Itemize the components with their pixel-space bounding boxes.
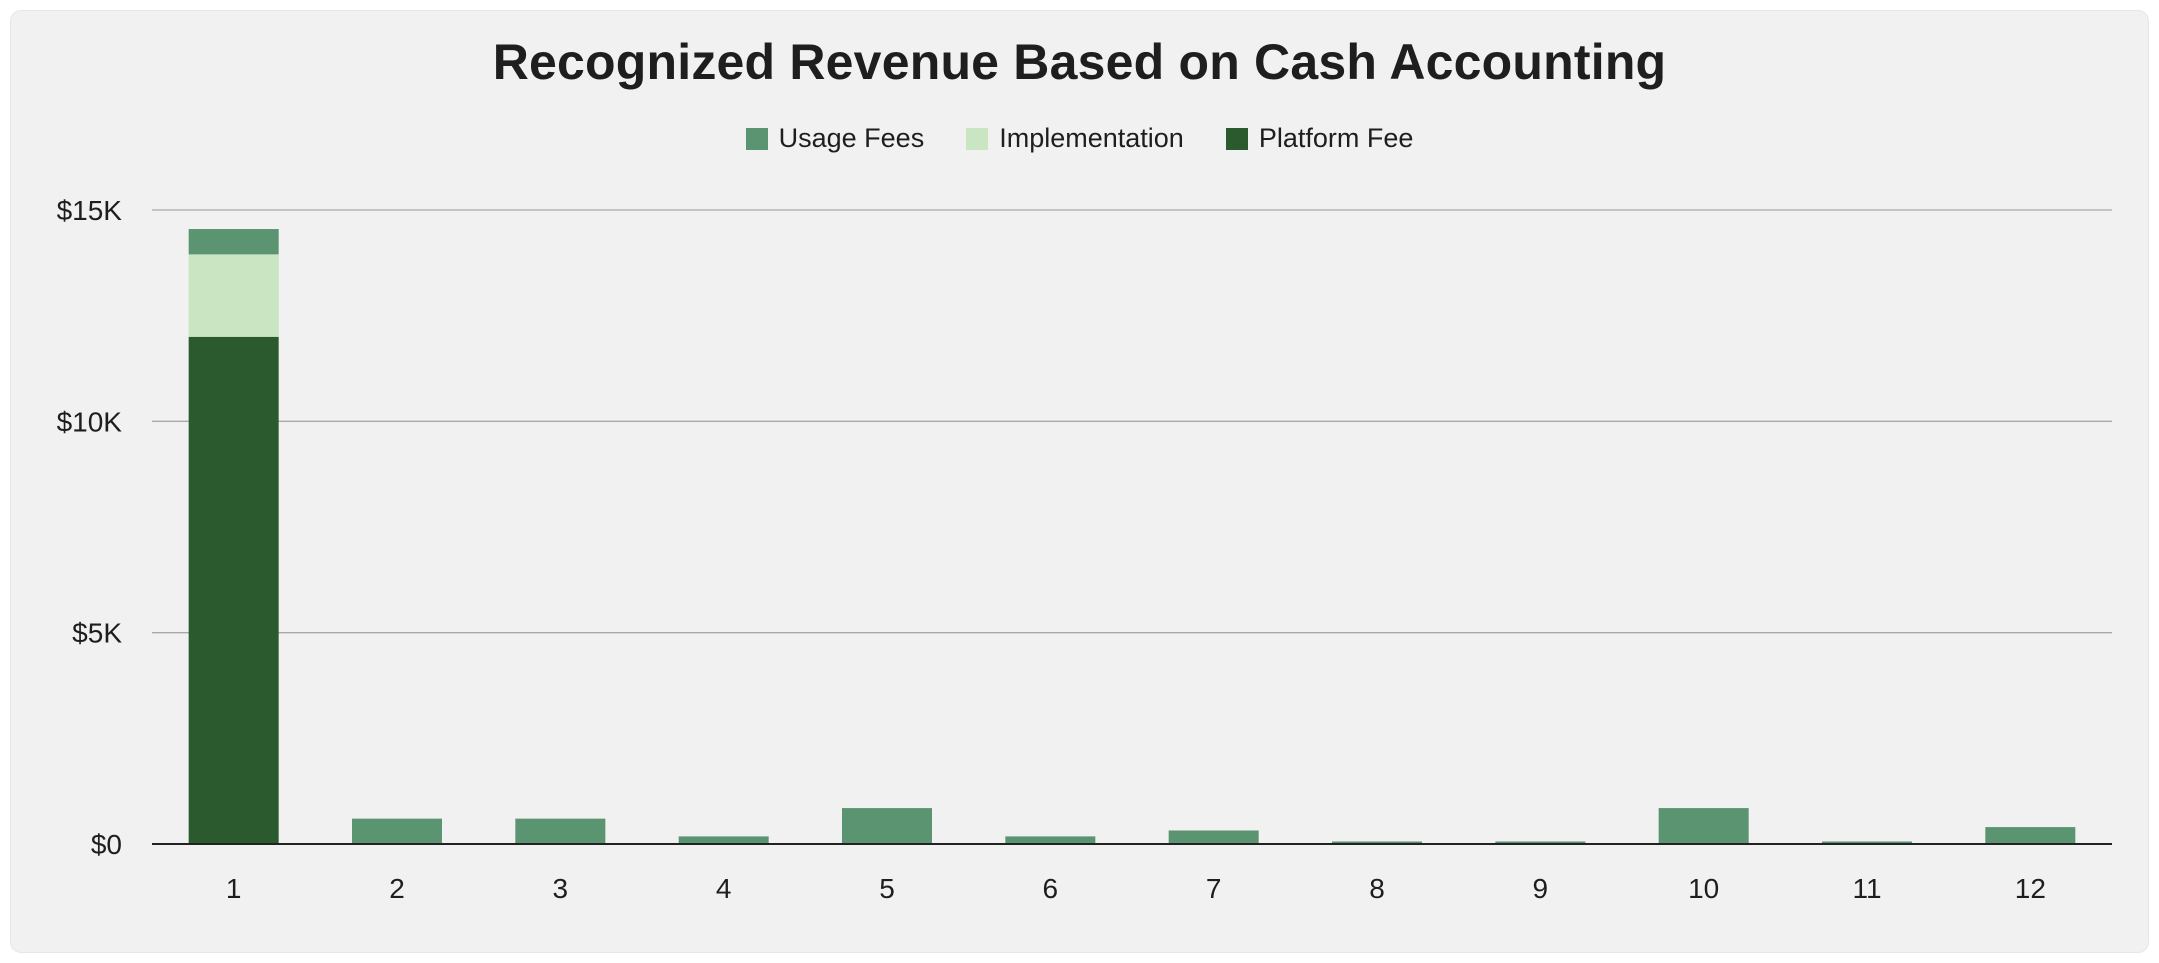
bar-usage-fees-5 <box>842 808 932 844</box>
bar-usage-fees-10 <box>1658 808 1749 844</box>
bar-usage-fees-7 <box>1168 830 1259 844</box>
y-tick-label: $10K <box>57 406 123 437</box>
x-tick-label: 4 <box>716 873 732 904</box>
y-tick-label: $0 <box>91 829 122 860</box>
legend-item-implementation: Implementation <box>966 123 1184 154</box>
bar-usage-fees-4 <box>678 836 769 844</box>
y-tick-label: $5K <box>72 618 122 649</box>
x-tick-label: 5 <box>879 873 895 904</box>
x-tick-label: 9 <box>1533 873 1549 904</box>
legend-label-implementation: Implementation <box>999 123 1184 153</box>
legend-label-platform-fee: Platform Fee <box>1258 123 1414 153</box>
bar-usage-fees-6 <box>1005 836 1096 844</box>
x-tick-label: 11 <box>1852 873 1881 904</box>
bar-usage-fees-1 <box>188 229 279 255</box>
chart-legend: Usage Fees Implementation Platform Fee <box>11 123 2148 154</box>
bar-usage-fees-3 <box>515 818 606 844</box>
bar-usage-fees-8 <box>1332 841 1422 844</box>
x-tick-label: 8 <box>1369 873 1385 904</box>
x-tick-label: 12 <box>2015 873 2046 904</box>
chart-title: Recognized Revenue Based on Cash Account… <box>492 34 1667 90</box>
chart-card: Recognized Revenue Based on Cash Account… <box>11 11 2148 952</box>
x-tick-label: 1 <box>226 873 242 904</box>
bar-implementation-1 <box>188 254 279 337</box>
bar-usage-fees-11 <box>1822 841 1912 844</box>
bar-usage-fees-12 <box>1985 827 2076 844</box>
bar-platform-fee-1 <box>188 336 279 844</box>
legend-swatch-platform-fee <box>1225 127 1248 150</box>
x-tick-label: 10 <box>1688 873 1719 904</box>
x-tick-label: 2 <box>389 873 405 904</box>
x-tick-label: 6 <box>1043 873 1059 904</box>
x-tick-label: 7 <box>1206 873 1222 904</box>
x-tick-label: 3 <box>553 873 569 904</box>
legend-swatch-implementation <box>966 127 989 150</box>
bar-usage-fees-2 <box>352 818 442 844</box>
legend-label-usage-fees: Usage Fees <box>778 123 925 153</box>
bar-usage-fees-9 <box>1495 841 1586 844</box>
legend-item-platform-fee: Platform Fee <box>1225 123 1414 154</box>
legend-swatch-usage-fees <box>745 127 768 150</box>
legend-item-usage-fees: Usage Fees <box>745 123 925 154</box>
y-tick-label: $15K <box>57 195 123 226</box>
